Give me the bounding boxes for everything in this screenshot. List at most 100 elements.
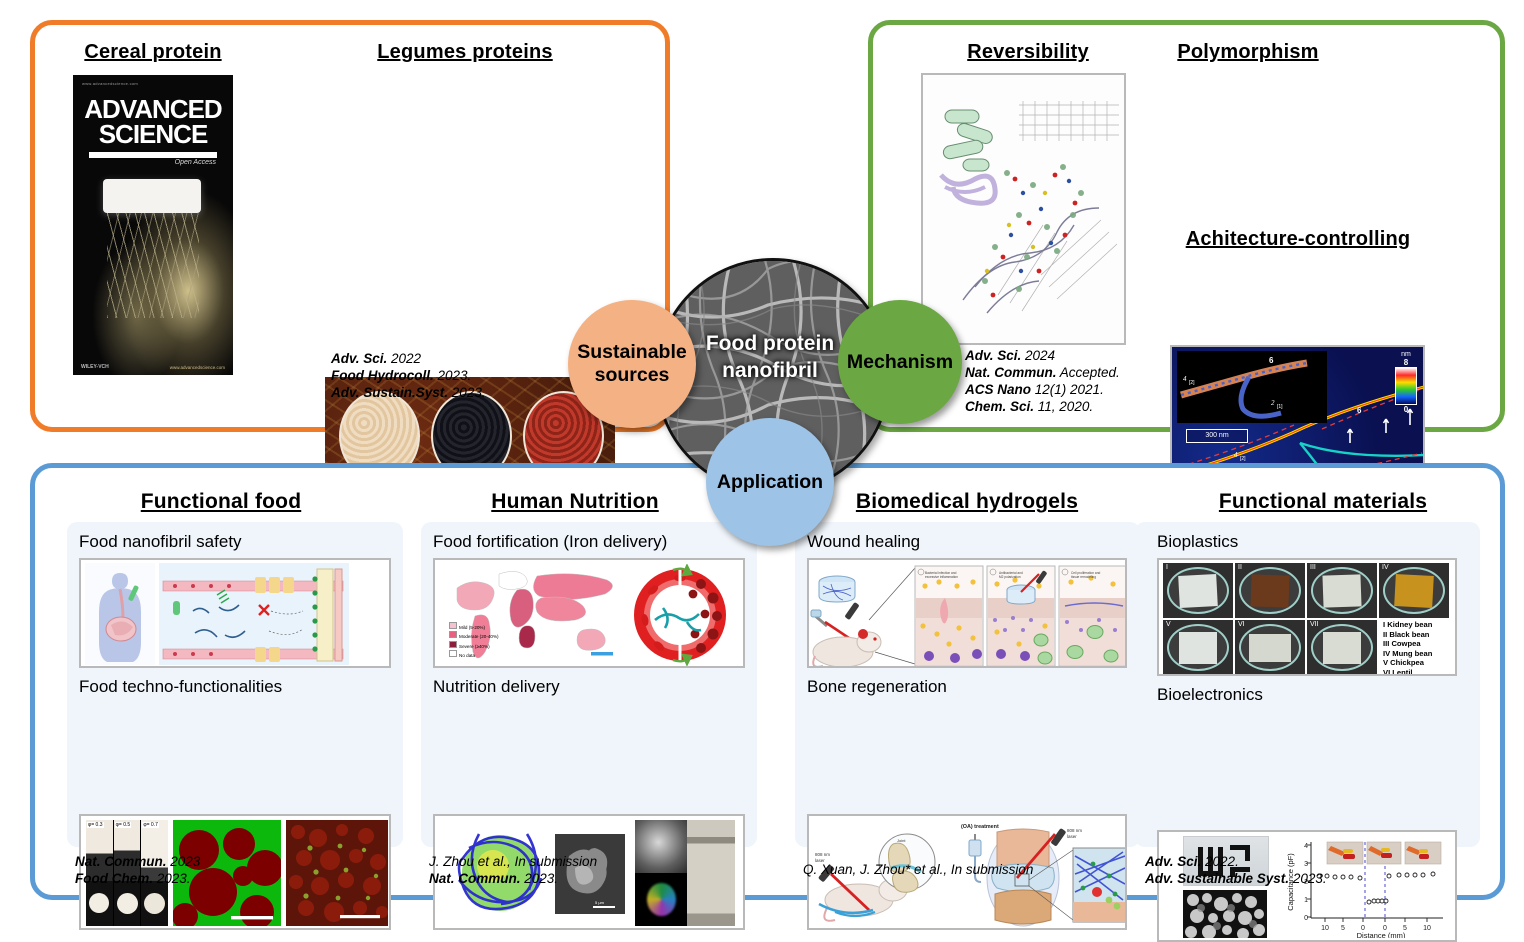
caption-bone-regeneration: Bone regeneration [807, 677, 947, 696]
legend-item: III Cowpea [1383, 639, 1421, 649]
node-application[interactable]: Application [706, 418, 834, 546]
image-food-fortification: Mild (5-20%) Moderate (20-40%) Severe (≥… [433, 558, 745, 668]
ref-journal: Food Chem. [75, 871, 153, 886]
chart-ylabel: Capacitance (pF) [1286, 853, 1295, 911]
ref-journal: Nat. Commun. [965, 365, 1057, 380]
caption-nutrition-delivery: Nutrition delivery [433, 677, 560, 696]
ref-rest: 2023. [1289, 871, 1327, 886]
caption-bioplastics: Bioplastics [1157, 532, 1239, 551]
card-functional-food: Food nanofibril safety [67, 522, 403, 930]
map-legend-item: No data [449, 650, 499, 660]
panel-sustainable-sources: Cereal protein www.advancedscience.com A… [30, 20, 670, 587]
references-functional-food: Nat. Commun. 2023 Food Chem. 2023. [75, 853, 200, 887]
image-cereal-protein-cover: www.advancedscience.com ADVANCED SCIENCE… [73, 75, 233, 375]
svg-text:M2 polarization: M2 polarization [999, 575, 1021, 579]
node-label-line1: Sustainable [577, 341, 687, 363]
map-legend-item: Moderate (20-40%) [449, 631, 499, 641]
node-mechanism[interactable]: Mechanism [838, 300, 962, 424]
image-polymorphism: 4 [2] 2 [1] 6 4 [2] 2 [1] 6 300 nm nm 8 [1170, 345, 1425, 485]
image-nutrition-delivery: 5 µm [433, 814, 745, 930]
dish-VI: VI [1235, 620, 1305, 674]
legend-item: VI Lentil [1383, 667, 1413, 676]
image-sem-particles [1183, 890, 1267, 938]
cover-publisher: WILEY-VCH [81, 364, 109, 370]
ref-journal: Adv. Sci. [331, 351, 388, 366]
references-sustainable-sources: Adv. Sci. 2022 Food Hydrocoll. 2023. Adv… [331, 350, 486, 401]
svg-text:6: 6 [1357, 406, 1362, 415]
svg-text:4: 4 [1183, 375, 1187, 383]
legend-item: II Black bean [1383, 629, 1430, 639]
caption-food-nanofibril-safety: Food nanofibril safety [79, 532, 242, 551]
svg-text:2: 2 [1271, 399, 1275, 407]
cover-title-line2: SCIENCE [98, 119, 209, 149]
ref-journal: Adv. Sci. [1145, 854, 1202, 869]
references-biomedical-hydrogels: Q. Xuan, J. Zhou* et al., In submission [803, 861, 1033, 878]
ref-journal: Nat. Commun. [429, 871, 521, 886]
image-bone-regeneration: 808 nm laser Joint (OA) treatment [807, 814, 1127, 930]
node-label-line2: sources [594, 364, 670, 386]
svg-text:tissue remodeling: tissue remodeling [1071, 575, 1096, 579]
caption-food-fortification: Food fortification (Iron delivery) [433, 532, 668, 551]
svg-text:[2]: [2] [1240, 456, 1246, 462]
ref-journal: Adv. Sci. [965, 348, 1022, 363]
cover-url: www.advancedscience.com [169, 365, 225, 370]
ref-rest: 2022 [387, 351, 422, 366]
legend-item: I Kidney bean [1383, 620, 1433, 629]
dish-I: I [1163, 563, 1233, 618]
ref-rest: 12(1) 2021. [1031, 382, 1104, 397]
legend-item: IV Mung bean [1383, 648, 1433, 658]
svg-text:(OA) treatment: (OA) treatment [961, 824, 999, 830]
svg-text:4: 4 [1234, 451, 1238, 459]
svg-text:5: 5 [1341, 925, 1345, 932]
caption-food-techno-functionalities: Food techno-functionalities [79, 677, 283, 696]
caption-bioelectronics: Bioelectronics [1157, 685, 1263, 704]
ref-journal: ACS Nano [965, 382, 1032, 397]
svg-text:Cell proliferation and: Cell proliferation and [1071, 571, 1100, 575]
image-printed-circuit [1183, 836, 1269, 886]
ref-journal: Adv. Sustain.Syst. [331, 385, 449, 400]
label-phi-0-7: φ= 0.7 [142, 822, 159, 828]
ref-rest: 2024 [1021, 348, 1056, 363]
references-human-nutrition: J. Zhou et al., In submission Nat. Commu… [429, 853, 597, 887]
dish-V: V [1163, 620, 1233, 674]
svg-text:808 nm: 808 nm [815, 852, 830, 857]
image-wound-healing: Bacterial infection and excessive inflamm… [807, 558, 1127, 668]
panel-mechanism: Reversibility [868, 20, 1505, 823]
node-sustainable-sources[interactable]: Sustainable sources [568, 300, 696, 428]
panel-application: Functional food Food nanofibril safety [30, 463, 1505, 942]
svg-text:laser: laser [1067, 834, 1077, 839]
svg-text:1: 1 [1304, 897, 1308, 904]
ref-rest: 2023. [433, 368, 472, 383]
dish-VII: VII [1307, 620, 1377, 674]
image-bioplastics: I II III IV V [1157, 558, 1457, 676]
svg-text:excessive inflammation: excessive inflammation [925, 575, 958, 579]
subtitle-biomedical-hydrogels: Biomedical hydrogels [855, 490, 1079, 513]
ref-rest: 2023. [520, 871, 559, 886]
svg-text:Antibacterial and: Antibacterial and [999, 571, 1023, 575]
card-human-nutrition: Food fortification (Iron delivery) [421, 522, 757, 930]
colorbar-min: 0 [1403, 405, 1409, 414]
reversibility-graphic [939, 101, 1119, 314]
image-food-nanofibril-safety [79, 558, 391, 668]
subtitle-architecture-controlling: Achitecture-controlling [1185, 228, 1411, 250]
svg-text:[1]: [1] [1277, 404, 1283, 410]
map-legend-item: Mild (5-20%) [449, 621, 499, 632]
subtitle-functional-materials: Functional materials [1218, 490, 1428, 513]
dish-IV: IV [1379, 563, 1449, 618]
caption-wound-healing: Wound healing [807, 532, 921, 551]
svg-text:6: 6 [1269, 356, 1274, 365]
svg-text:[2]: [2] [1189, 380, 1195, 386]
svg-text:Joint: Joint [897, 838, 906, 843]
ref-rest: Q. Xuan, J. Zhou* et al., In submission [803, 862, 1034, 877]
dish-II: II [1235, 563, 1305, 618]
ref-journal: Food Hydrocoll. [331, 368, 434, 383]
card-functional-materials: Bioplastics I II III IV [1135, 522, 1480, 942]
svg-text:10: 10 [1321, 925, 1329, 932]
ref-rest: 11, 2020. [1034, 399, 1094, 414]
map-legend-item: Severe (≥40%) [449, 640, 499, 651]
svg-text:808 nm: 808 nm [1067, 828, 1082, 833]
legend-item: V Chickpea [1383, 658, 1424, 668]
bioplastics-legend: I Kidney bean II Black bean III Cowpea I… [1379, 620, 1449, 676]
label-phi-0-5: φ= 0.5 [114, 822, 132, 828]
subtitle-functional-food: Functional food [140, 490, 302, 513]
